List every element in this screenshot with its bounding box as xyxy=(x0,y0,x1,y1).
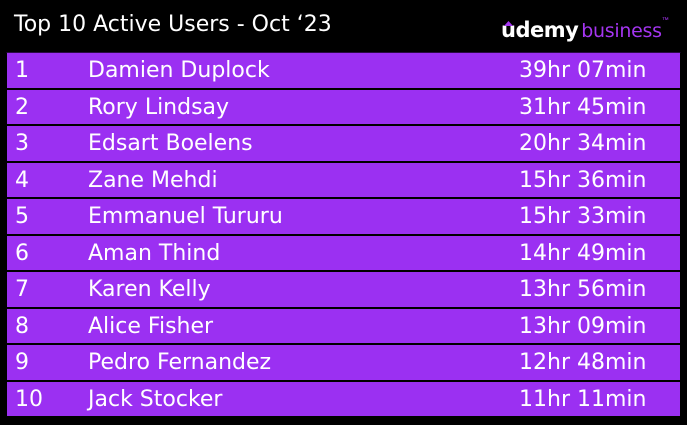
header-bar: Top 10 Active Users - Oct ‘23 udemy busin… xyxy=(0,0,687,52)
logo-hat-icon xyxy=(504,21,513,26)
time-cell: 13hr 56min xyxy=(519,277,647,302)
time-cell: 31hr 45min xyxy=(519,94,647,120)
name-cell: Rory Lindsay xyxy=(88,94,230,120)
time-cell: 12hr 48min xyxy=(519,350,647,375)
rank-cell: 10 xyxy=(15,386,43,412)
udemy-business-logo: udemy business™ xyxy=(501,14,669,46)
logo-sub: business xyxy=(581,20,662,42)
name-cell: Aman Thind xyxy=(88,240,221,266)
time-cell: 13hr 09min xyxy=(519,313,647,339)
table-row: 5 Emmanuel Tururu 15hr 33min xyxy=(6,198,681,235)
time-cell: 20hr 34min xyxy=(519,131,647,156)
time-cell: 14hr 49min xyxy=(519,240,647,266)
rank-cell: 9 xyxy=(15,350,29,375)
rank-cell: 8 xyxy=(15,313,29,339)
leaderboard-title: Top 10 Active Users - Oct ‘23 xyxy=(14,12,332,37)
time-cell: 11hr 11min xyxy=(519,386,647,412)
rank-cell: 7 xyxy=(15,277,29,302)
rank-cell: 5 xyxy=(15,204,29,229)
name-cell: Edsart Boelens xyxy=(88,131,253,156)
table-row: 7 Karen Kelly 13hr 56min xyxy=(6,271,681,308)
name-cell: Alice Fisher xyxy=(88,313,214,339)
time-cell: 15hr 36min xyxy=(519,167,647,193)
table-row: 8 Alice Fisher 13hr 09min xyxy=(6,307,681,344)
user-table: 1 Damien Duplock 39hr 07min 2 Rory Linds… xyxy=(6,52,681,417)
table-row: 1 Damien Duplock 39hr 07min xyxy=(6,52,681,89)
table-row: 6 Aman Thind 14hr 49min xyxy=(6,234,681,271)
rank-cell: 1 xyxy=(15,58,29,83)
logo-brand: udemy xyxy=(501,18,579,42)
name-cell: Karen Kelly xyxy=(88,277,211,302)
rank-cell: 4 xyxy=(15,167,29,193)
name-cell: Zane Mehdi xyxy=(88,167,218,193)
name-cell: Emmanuel Tururu xyxy=(88,204,283,229)
table-row: 3 Edsart Boelens 20hr 34min xyxy=(6,125,681,162)
rank-cell: 6 xyxy=(15,240,29,266)
rank-cell: 3 xyxy=(15,131,29,156)
time-cell: 39hr 07min xyxy=(519,58,647,83)
table-row: 10 Jack Stocker 11hr 11min xyxy=(6,380,681,417)
logo-trademark: ™ xyxy=(661,17,669,24)
time-cell: 15hr 33min xyxy=(519,204,647,229)
name-cell: Jack Stocker xyxy=(88,386,223,412)
name-cell: Pedro Fernandez xyxy=(88,350,272,375)
table-row: 4 Zane Mehdi 15hr 36min xyxy=(6,161,681,198)
table-row: 9 Pedro Fernandez 12hr 48min xyxy=(6,344,681,381)
name-cell: Damien Duplock xyxy=(88,58,270,83)
rank-cell: 2 xyxy=(15,94,29,120)
table-row: 2 Rory Lindsay 31hr 45min xyxy=(6,88,681,125)
